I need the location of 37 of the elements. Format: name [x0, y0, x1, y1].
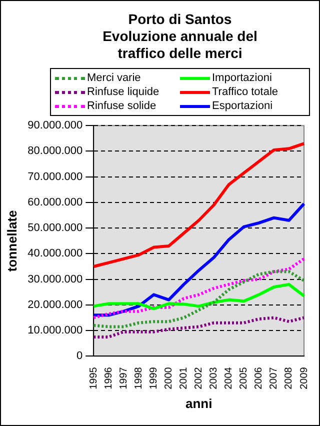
legend-label: Importazioni — [212, 72, 272, 84]
legend-label: Esportazioni — [212, 100, 273, 112]
x-tick-label: 2006 — [254, 366, 265, 390]
line-series — [92, 270, 306, 328]
x-tick-label: 2000 — [164, 366, 175, 390]
line-series — [92, 257, 306, 320]
x-tick-label: 1998 — [133, 366, 144, 390]
y-tick-label: 0 — [76, 350, 83, 362]
x-tick-label: 2001 — [178, 366, 190, 390]
x-tick-label: 2004 — [224, 366, 235, 390]
y-tick-label: 90.000.000 — [28, 120, 83, 132]
line-series — [92, 316, 306, 338]
legend-label: Rinfuse solide — [87, 100, 156, 112]
x-axis-title: anni — [185, 396, 212, 411]
y-tick-label: 80.000.000 — [28, 145, 83, 158]
y-tick-label: 30.000.000 — [28, 273, 83, 286]
x-tick-label: 2008 — [284, 366, 295, 390]
x-tick-label: 2002 — [194, 366, 205, 390]
y-tick-label: 60.000.000 — [28, 196, 83, 208]
x-tick-label: 1999 — [148, 366, 160, 390]
y-tick-label: 70.000.000 — [28, 170, 83, 183]
y-tick-label: 10.000.000 — [28, 324, 83, 337]
y-axis-title: tonnellate — [4, 210, 20, 272]
legend-label: Merci varie — [87, 72, 141, 84]
x-tick-label: 1996 — [103, 366, 114, 390]
y-tick-label: 50.000.000 — [28, 222, 83, 234]
x-tick-label: 2007 — [268, 366, 280, 390]
x-tick-label: 2003 — [208, 366, 220, 390]
y-tick-label: 40.000.000 — [28, 248, 83, 260]
chart-title: Porto di Santos Evoluzione annuale del traffico delle merci — [102, 11, 258, 62]
legend-label: Traffico totale — [212, 86, 278, 98]
x-tick-label: 2009 — [298, 366, 310, 390]
x-tick-label: 2005 — [238, 366, 250, 390]
x-tick-label: 1997 — [118, 366, 130, 390]
y-tick-label: 20.000.000 — [28, 298, 83, 311]
legend-label: Rinfuse liquide — [87, 86, 160, 98]
x-tick-label: 1995 — [88, 366, 100, 390]
